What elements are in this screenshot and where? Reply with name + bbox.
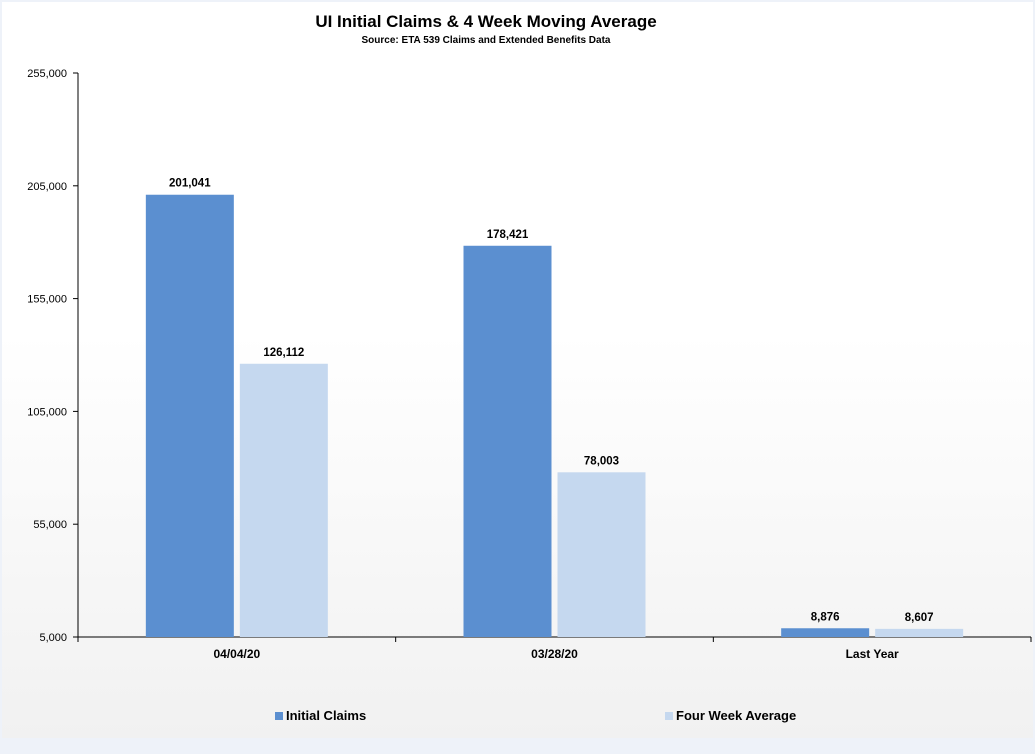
y-axis: 5,000 55,000 105,000 155,000 205,000 255,000: [27, 68, 79, 644]
bar-four-week-average: [875, 628, 964, 637]
data-labels: 201,041 178,421 8,876 126,112 78,003 8,607: [169, 178, 934, 624]
y-tick-label: 255,000: [27, 68, 67, 80]
data-label: 8,607: [905, 612, 934, 624]
x-axis: 04/04/20 03/28/20 Last Year: [77, 636, 1032, 661]
data-label: 178,421: [487, 229, 529, 241]
chart-title: UI Initial Claims & 4 Week Moving Averag…: [315, 12, 656, 31]
data-label: 126,112: [263, 347, 304, 359]
legend-swatch: [275, 712, 283, 720]
y-tick-label: 205,000: [27, 181, 67, 193]
x-tick-label: 04/04/20: [213, 647, 260, 661]
y-tick-label: 105,000: [27, 406, 67, 418]
bar-initial-claims: [781, 628, 870, 637]
chart-subtitle: Source: ETA 539 Claims and Extended Bene…: [362, 35, 611, 46]
data-label: 201,041: [169, 178, 211, 190]
bars: [145, 194, 964, 638]
bar-initial-claims: [145, 194, 234, 637]
legend-swatch: [665, 712, 673, 720]
y-tick-label: 55,000: [33, 519, 67, 531]
legend: Initial Claims Four Week Average: [275, 708, 796, 723]
data-label: 8,876: [811, 611, 840, 623]
x-tick-label: Last Year: [846, 647, 899, 661]
bar-initial-claims: [463, 245, 552, 638]
bar-four-week-average: [239, 363, 328, 637]
legend-label: Initial Claims: [286, 708, 366, 723]
chart-area: UI Initial Claims & 4 Week Moving Averag…: [2, 2, 1033, 738]
data-label: 78,003: [584, 455, 619, 467]
y-tick-label: 5,000: [39, 632, 67, 644]
legend-label: Four Week Average: [676, 708, 796, 723]
bar-four-week-average: [557, 472, 646, 637]
y-tick-label: 155,000: [27, 294, 67, 306]
x-tick-label: 03/28/20: [531, 647, 578, 661]
bar-chart: UI Initial Claims & 4 Week Moving Averag…: [27, 12, 1032, 723]
